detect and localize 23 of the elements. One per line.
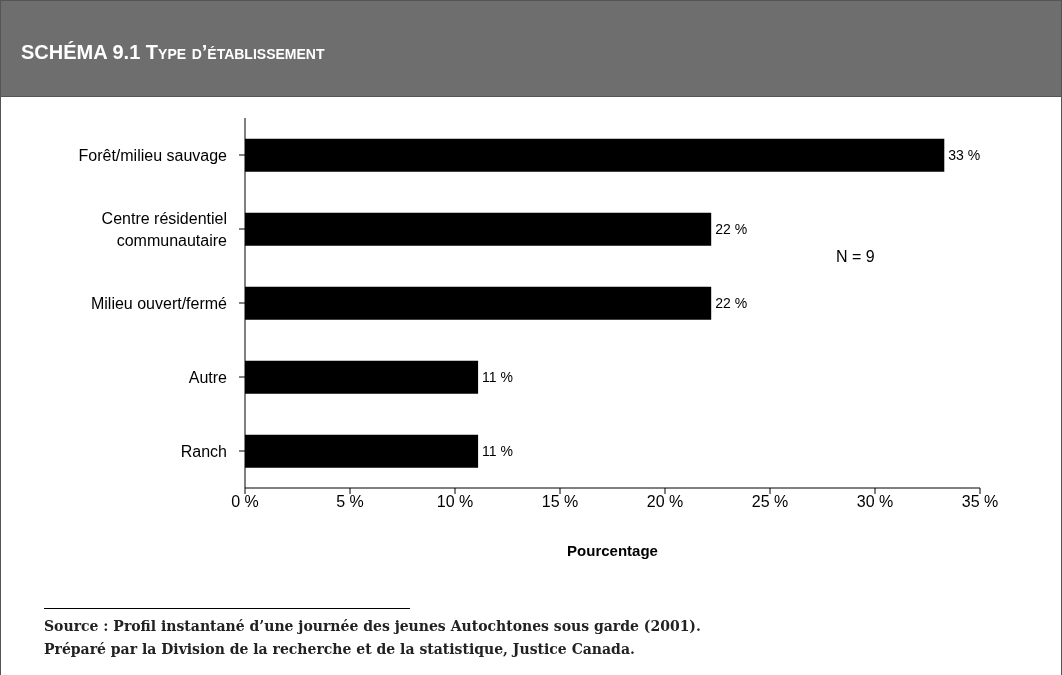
y-tick-label: Forêt/milieu sauvage: [78, 146, 228, 164]
x-tick-label: 25 %: [751, 493, 789, 511]
x-tick-label: 15 %: [541, 493, 579, 511]
data-label: 11 %: [482, 443, 513, 460]
data-label: 11 %: [482, 369, 513, 386]
data-label: 22 %: [715, 221, 748, 238]
text: Préparé par la Division de la recherche et de la statistique, Justice Canada.: [44, 641, 635, 657]
y-tick-label: Autre: [188, 368, 228, 386]
x-tick-label: 0 %: [231, 493, 259, 511]
annotation: N = 9: [836, 248, 875, 266]
x-axis-title: Pourcentage: [567, 542, 658, 559]
x-tick-label: 5 %: [336, 493, 364, 511]
y-tick-label: Centre résidentiel communautaire: [101, 209, 228, 249]
chart-title: SCHÉMA 9.1 Type d’établissement: [21, 41, 325, 64]
x-tick-label: 30 %: [856, 493, 894, 511]
x-tick-label: 35 %: [961, 493, 999, 511]
x-tick-label: 20 %: [646, 493, 684, 511]
data-label: 22 %: [715, 295, 748, 312]
y-tick-label: Milieu ouvert/fermé: [90, 294, 228, 312]
y-tick-label: Ranch: [180, 442, 227, 460]
source-note: Source : Profil instantané d’une journée des jeunes Autochtones sous garde (2001).: [44, 618, 701, 634]
data-label: 33 %: [948, 147, 981, 164]
x-tick-label: 10 %: [436, 493, 474, 511]
